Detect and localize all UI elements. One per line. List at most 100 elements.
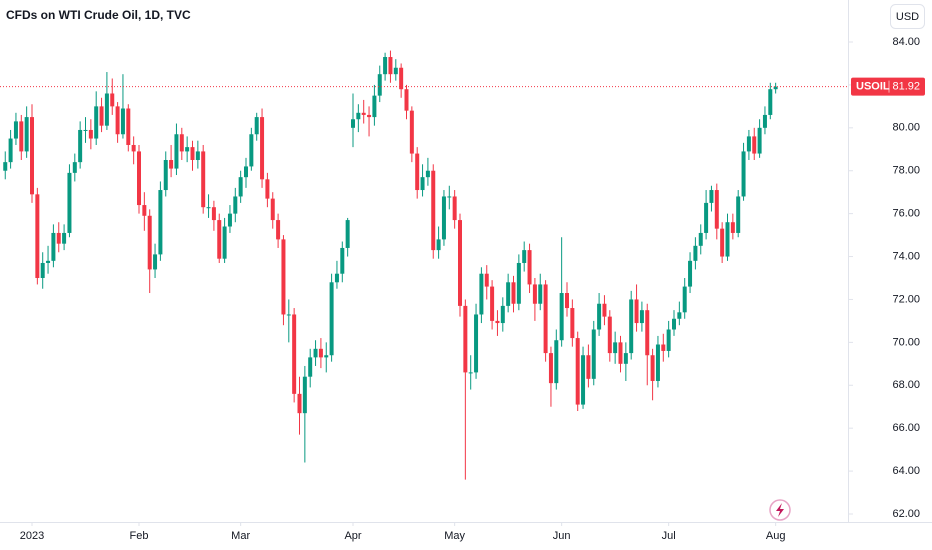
- candle-body: [211, 207, 216, 221]
- candle-body: [153, 254, 158, 270]
- x-tick-label: Feb: [130, 530, 149, 542]
- candle-body: [506, 282, 511, 306]
- candle-body: [607, 316, 612, 354]
- candle-body: [490, 286, 495, 321]
- y-tick-label: 74.00: [892, 250, 920, 262]
- y-tick-label: 72.00: [892, 293, 920, 305]
- chart-title: CFDs on WTI Crude Oil, 1D, TVC: [6, 8, 191, 22]
- candle-body: [233, 196, 238, 214]
- candle-body: [431, 170, 436, 251]
- candle-body: [672, 318, 676, 330]
- candle-body: [377, 74, 382, 96]
- candle-body: [581, 355, 586, 405]
- candle-body: [67, 172, 72, 233]
- candle-body: [565, 293, 569, 309]
- candle-body: [297, 393, 302, 414]
- candle-body: [527, 250, 532, 285]
- candle-body: [292, 314, 297, 394]
- candle-body: [254, 117, 259, 135]
- candle-body: [260, 117, 265, 180]
- candle-body: [62, 232, 67, 244]
- currency-button[interactable]: [890, 4, 925, 29]
- price-tag-symbol: USOIL: [856, 81, 890, 93]
- candle-body: [388, 57, 393, 75]
- candle-body: [286, 314, 291, 316]
- candle-body: [666, 329, 671, 351]
- candle-body: [40, 262, 45, 278]
- candle-body: [725, 222, 730, 257]
- candle-body: [46, 260, 51, 263]
- y-tick-label: 66.00: [892, 422, 920, 434]
- y-tick-label: 64.00: [892, 465, 920, 477]
- candle-body: [72, 162, 77, 173]
- candle-body: [244, 166, 248, 178]
- candle-body: [147, 215, 152, 270]
- candle-body: [120, 108, 125, 135]
- candle-body: [334, 273, 339, 283]
- candle-body: [158, 190, 163, 255]
- candle-body: [645, 310, 650, 356]
- candle-body: [516, 262, 521, 304]
- candle-body: [463, 305, 468, 373]
- candle-body: [746, 136, 751, 152]
- candle-body: [586, 355, 591, 379]
- currency-label[interactable]: USD: [896, 11, 919, 23]
- y-tick-label: 68.00: [892, 379, 920, 391]
- candle-body: [83, 129, 88, 131]
- candle-body: [126, 108, 131, 145]
- candle-body: [340, 247, 345, 274]
- candle-body: [500, 305, 505, 324]
- y-tick-label: 78.00: [892, 165, 920, 177]
- candle-body: [201, 151, 206, 208]
- candle-body: [757, 127, 762, 154]
- candle-body: [329, 282, 334, 356]
- candle-body: [227, 213, 232, 227]
- candle-body: [720, 228, 725, 257]
- price-tag: [851, 77, 925, 96]
- candle-body: [190, 147, 195, 160]
- x-tick-label: Jun: [553, 530, 571, 542]
- candle-body: [468, 372, 473, 374]
- candle-body: [195, 151, 200, 160]
- candle-body: [773, 86, 778, 90]
- candle-body: [693, 245, 698, 261]
- x-tick-label: Mar: [231, 530, 250, 542]
- candle-body: [206, 207, 211, 209]
- candle-body: [602, 303, 607, 317]
- x-tick-label: Apr: [344, 530, 361, 542]
- x-tick-label: Aug: [766, 530, 786, 542]
- candle-body: [137, 151, 141, 206]
- candle-body: [741, 151, 746, 197]
- candle-body: [474, 314, 479, 373]
- candle-body: [452, 196, 457, 221]
- candle-body: [623, 353, 628, 364]
- candle-body: [736, 196, 741, 233]
- candle-body: [458, 220, 462, 306]
- candle-body: [318, 348, 323, 358]
- y-tick-label: 84.00: [892, 36, 920, 48]
- candle-body: [383, 57, 388, 75]
- candle-body: [511, 282, 516, 304]
- candle-body: [634, 299, 639, 324]
- x-tick-label: 2023: [20, 530, 44, 542]
- candle-body: [265, 179, 270, 199]
- lightning-icon[interactable]: [769, 499, 791, 521]
- candle-body: [436, 239, 441, 251]
- candle-body: [142, 205, 147, 216]
- candle-body: [409, 110, 414, 154]
- candle-body: [35, 194, 40, 278]
- candle-body: [308, 357, 313, 377]
- y-tick-label: 62.00: [892, 508, 920, 520]
- candle-body: [104, 93, 109, 126]
- candle-body: [393, 67, 398, 75]
- candle-body: [682, 286, 687, 313]
- candle-body: [367, 114, 372, 118]
- candle-body: [174, 134, 179, 169]
- candle-body: [51, 232, 56, 261]
- candle-body: [131, 144, 136, 152]
- candle-body: [313, 348, 318, 358]
- candle-body: [78, 129, 83, 163]
- candle-body: [554, 340, 559, 384]
- candle-body: [495, 320, 500, 324]
